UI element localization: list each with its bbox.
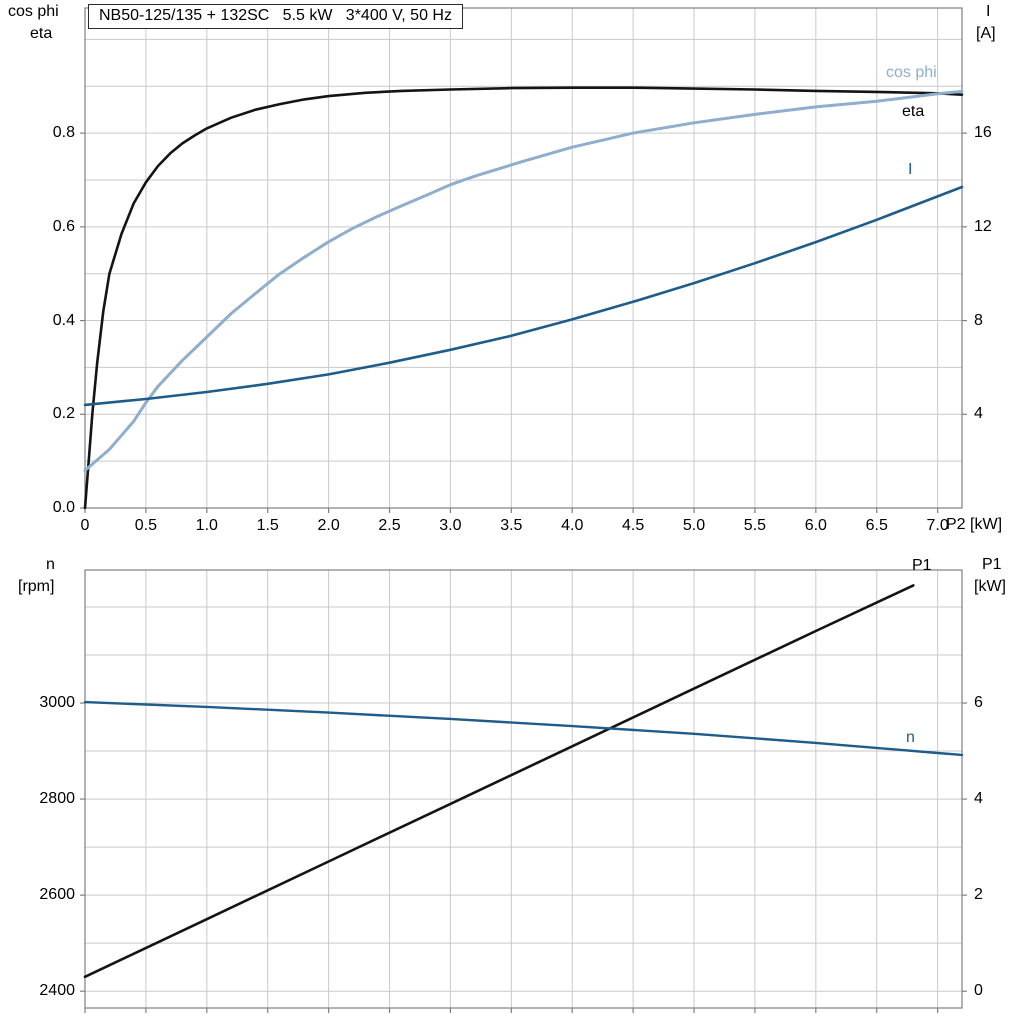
x-tick-label: 3.0 [439, 517, 462, 534]
y-tick-label-left: 0.8 [52, 124, 75, 142]
x-tick-label: 1.0 [195, 517, 218, 534]
x-tick-label: 0.5 [134, 517, 158, 534]
x-tick-label: 5.5 [743, 517, 767, 534]
x-tick-label: 4.0 [561, 517, 584, 534]
curve-current [83, 185, 964, 407]
right-axis-unit-amps: [A] [976, 25, 996, 42]
y-tick-label-right: 2 [974, 886, 983, 904]
x-axis-title-p2: P2 [kW] [946, 516, 1003, 533]
curve-label-eta: eta [902, 103, 925, 120]
x-tick-label: 4.5 [622, 517, 645, 534]
y-tick-label-left: 2800 [39, 790, 75, 808]
chart-title-box: NB50-125/135 + 132SC 5.5 kW 3*400 V, 50 … [88, 4, 463, 29]
x-tick-label: 3.5 [500, 517, 523, 534]
left-axis-title-eta: eta [30, 25, 53, 42]
curve-p1 [83, 584, 915, 979]
x-tick-label: 2.0 [317, 517, 340, 534]
y-tick-label-left: 0.4 [52, 311, 75, 329]
curve-n [83, 700, 964, 757]
right-axis-unit-kw: [kW] [974, 578, 1006, 595]
y-tick-label-right: 4 [974, 790, 983, 808]
x-tick-label: 6.5 [865, 517, 888, 534]
left-axis-unit-rpm: [rpm] [18, 578, 55, 595]
right-axis-title-p1: P1 [982, 556, 1002, 573]
x-tick-label: 5.0 [682, 517, 706, 534]
y-tick-label-right: 0 [974, 982, 983, 1000]
y-tick-label-left: 2400 [39, 982, 75, 1000]
x-tick-label: 0 [80, 517, 90, 534]
curve-label-p1: P1 [912, 557, 932, 574]
x-tick-label: 6.0 [804, 517, 827, 534]
y-tick-label-right: 16 [974, 124, 992, 142]
curve-eta [83, 86, 964, 510]
y-tick-label-left: 3000 [39, 694, 75, 712]
y-tick-label-left: 0.2 [52, 405, 75, 423]
x-tick-label: 7.0 [926, 517, 949, 534]
y-tick-label-right: 8 [974, 311, 983, 329]
y-tick-label-right: 6 [974, 694, 983, 712]
y-tick-label-right: 12 [974, 218, 992, 236]
curve-label-cos-phi: cos phi [886, 64, 937, 81]
x-tick-label: 2.5 [378, 517, 401, 534]
plot-border [84, 569, 963, 1009]
y-tick-label-left: 2600 [39, 886, 75, 904]
y-tick-label-right: 4 [974, 405, 983, 423]
y-tick-label-left: 0.6 [52, 218, 75, 236]
right-axis-title-current: I [986, 3, 991, 20]
y-tick-label-left: 0.0 [52, 499, 75, 517]
plot-border [84, 7, 963, 509]
curve-label-n: n [906, 729, 915, 746]
left-axis-title-speed: n [46, 556, 55, 573]
curve-label-current: I [908, 161, 913, 178]
curve-cos-phi [83, 89, 964, 472]
x-tick-label: 1.5 [256, 517, 279, 534]
left-axis-title-cos-phi: cos phi [8, 3, 59, 20]
